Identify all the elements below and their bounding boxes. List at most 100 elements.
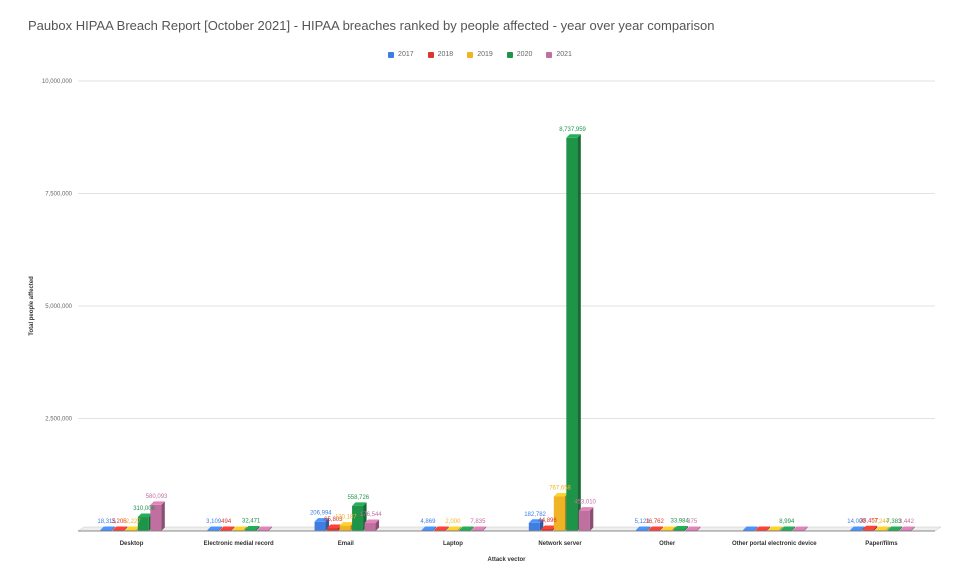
bar-side [268,526,272,531]
y-tick-label: 5,000,000 [45,304,72,310]
legend-item-2017[interactable]: 2017 [388,51,414,58]
bar-top [125,526,140,530]
legend-item-2020[interactable]: 2020 [506,51,532,58]
data-label: 65,803 [324,517,343,523]
bar-side [161,501,165,531]
bar-top [137,513,153,518]
bar-2018 [541,528,553,531]
bar-top [528,519,544,523]
legend-item-2019[interactable]: 2019 [467,51,493,58]
legend-swatch [506,51,513,58]
bar-2021 [578,510,590,531]
bar-side [791,526,796,531]
axes: 2,500,000 5,000,000 7,500,000 10,000,000 Tot… [29,79,935,563]
bar-top [112,526,128,530]
bar-top [541,525,556,529]
bar-2017 [314,521,326,531]
data-label: 4,869 [420,519,436,525]
data-label: 44,896 [538,518,557,524]
bar-2021 [364,523,376,531]
data-label: 182,782 [524,512,546,518]
data-label: 8,994 [779,519,795,525]
y-tick-label: 2,500,000 [45,417,72,423]
bar-side [873,525,878,531]
legend-item-2018[interactable]: 2018 [427,51,454,58]
data-label: 18,315 [97,519,116,525]
bar-top [100,526,115,530]
bar-top [850,526,865,530]
bar-2020 [137,517,149,531]
bar-top [314,518,330,522]
data-label: 7,244 [874,519,890,525]
legend-item-2021[interactable]: 2021 [546,51,572,58]
bar-2020 [673,529,685,531]
bar-side [243,526,247,531]
data-label: 206,994 [310,511,332,517]
bar-top [900,526,915,530]
bar-top [635,526,651,530]
bar-top [875,526,890,530]
bar-side [432,526,437,531]
data-label: 453,010 [574,500,596,506]
bar-side [754,526,758,531]
bar-top [434,526,449,530]
bar-side [470,526,474,531]
data-label: 494 [221,519,232,525]
bar-side [886,526,890,531]
bar-side [696,526,701,531]
data-label: 16,762 [646,519,665,525]
legend: 2017 2018 2019 2020 2021 [0,51,960,58]
data-label: 14,000 [847,519,866,525]
bar-top [364,519,380,524]
data-label: 8,737,959 [559,127,586,133]
y-tick-label: 7,500,000 [45,192,72,198]
bar-2020 [352,505,364,531]
legend-swatch [427,51,434,58]
bar-2019 [553,496,565,531]
data-label: 120,187 [335,515,357,521]
bar-side [861,526,865,531]
bar-top [446,526,462,530]
bar-side [255,526,260,531]
bar-top [232,526,247,530]
x-axis-title: Attack vector [487,557,526,563]
bar-side [218,526,222,531]
bar-top [793,526,808,530]
data-label: 33,984 [671,518,690,524]
bar-2018 [327,528,339,531]
bar-side [589,507,594,531]
bar-top [339,522,355,526]
category-label: Laptop [443,541,463,547]
legend-label: 2019 [477,51,493,58]
bar-top [471,526,487,530]
category-label: Desktop [120,541,144,547]
bar-top [553,492,569,497]
bar-top [673,525,688,530]
data-label: 3,109 [206,519,222,525]
category-label: Network server [538,541,582,547]
bar-side [375,519,380,531]
data-label: 7,835 [470,519,486,525]
bar-top [352,502,367,506]
data-label: 767,658 [549,485,571,491]
legend-label: 2017 [398,51,414,58]
bar-top [578,507,594,511]
legend-label: 2018 [437,51,454,58]
bar-2020 [244,529,256,531]
bar-2018 [862,529,874,531]
category-label: Electronic medial record [204,541,274,547]
bar-side [911,526,915,531]
bar-top [566,134,581,138]
bar-side [230,526,235,531]
bar-2019 [339,525,351,531]
y-axis-title: Total people affected [29,276,35,336]
legend-label: 2021 [556,51,572,58]
bar-side [445,526,449,531]
bars [100,134,915,531]
data-label: 558,726 [347,495,369,501]
legend-swatch [467,51,474,58]
bar-top [207,526,222,530]
bar-side [482,526,487,531]
